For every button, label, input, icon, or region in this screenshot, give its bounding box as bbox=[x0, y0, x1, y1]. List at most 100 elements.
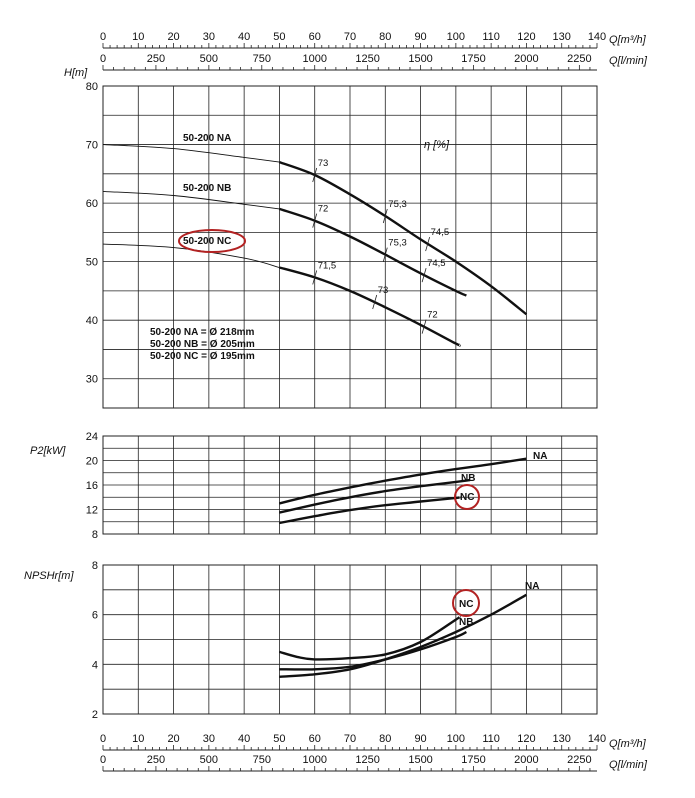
efficiency-label: 74,5 bbox=[431, 227, 450, 238]
bottom-m3h-tick-label: 50 bbox=[273, 733, 285, 745]
bottom-lmin-tick-label: 750 bbox=[253, 754, 271, 766]
diameter-na: 50-200 NA = Ø 218mm bbox=[150, 327, 255, 338]
npsh-tick-label: 8 bbox=[92, 560, 98, 572]
bottom-q-axes: 0 10 20 30 40 50 60 70 80 90 100 110 120 130 140 0 250 50… bbox=[100, 733, 606, 772]
efficiency-mark bbox=[312, 270, 318, 285]
p2-axis-label: P2[kW] bbox=[30, 445, 66, 457]
bottom-m3h-tick-label: 0 bbox=[100, 733, 106, 745]
h-tick-label: 50 bbox=[86, 257, 98, 269]
npsh-axis-label: NPSHr[m] bbox=[24, 570, 74, 582]
top-m3h-tick-label: 130 bbox=[553, 31, 571, 43]
top-lmin-tick-label: 1250 bbox=[355, 53, 379, 65]
npsh-nc-highlight-circle bbox=[452, 589, 480, 617]
efficiency-mark bbox=[312, 213, 318, 228]
bottom-m3h-tick-label: 140 bbox=[588, 733, 606, 745]
bottom-m3h-tick-label: 70 bbox=[344, 733, 356, 745]
top-m3h-tick-label: 0 bbox=[100, 31, 106, 43]
nc-highlight-ellipse bbox=[178, 229, 246, 253]
label-na: 50-200 NA bbox=[183, 133, 231, 144]
top-lmin-tick-label: 1500 bbox=[408, 53, 432, 65]
efficiency-mark bbox=[312, 167, 318, 183]
efficiency-mark bbox=[382, 208, 388, 224]
h-tick-label: 80 bbox=[86, 81, 98, 93]
bottom-lmin-tick-label: 2250 bbox=[567, 754, 591, 766]
bottom-m3h-tick-label: 60 bbox=[309, 733, 321, 745]
h-curve-thin-1 bbox=[102, 190, 280, 210]
h-curve-1 bbox=[279, 207, 467, 297]
bottom-m3h-tick-label: 100 bbox=[447, 733, 465, 745]
top-m3h-tick-label: 20 bbox=[167, 31, 179, 43]
top-m3h-tick-label: 90 bbox=[414, 31, 426, 43]
efficiency-label: 73 bbox=[378, 285, 389, 296]
npsh-tick-label: 2 bbox=[92, 709, 98, 721]
top-lmin-tick-label: 0 bbox=[100, 53, 106, 65]
top-lmin-tick-label: 1750 bbox=[461, 53, 485, 65]
bottom-m3h-tick-label: 30 bbox=[203, 733, 215, 745]
top-m3h-tick-label: 100 bbox=[447, 31, 465, 43]
top-q-axes: 0 10 20 30 40 50 60 70 80 90 100 110 120 130 140 0 250 50… bbox=[100, 31, 606, 71]
p2-label-na: NA bbox=[533, 451, 547, 462]
bottom-q-lmin-unit: Q[l/min] bbox=[609, 759, 648, 771]
top-q-m3h-unit: Q[m³/h] bbox=[609, 34, 647, 46]
bottom-m3h-tick-label: 110 bbox=[482, 733, 500, 745]
top-lmin-tick-label: 2250 bbox=[567, 53, 591, 65]
npsh-panel: 8 6 4 2 bbox=[92, 560, 598, 721]
npsh-tick-label: 4 bbox=[92, 659, 98, 671]
h-curve-thin-0 bbox=[102, 144, 280, 163]
top-m3h-tick-label: 120 bbox=[517, 31, 535, 43]
npsh-label-na: NA bbox=[525, 581, 539, 592]
eta-label: η [%] bbox=[424, 139, 450, 151]
top-lmin-tick-label: 500 bbox=[200, 53, 218, 65]
h-tick-label: 30 bbox=[86, 374, 98, 386]
bottom-lmin-tick-label: 0 bbox=[100, 754, 106, 766]
h-tick-label: 60 bbox=[86, 198, 98, 210]
top-lmin-tick-label: 1000 bbox=[302, 53, 326, 65]
label-nc: 50-200 NC bbox=[183, 236, 231, 247]
npsh-tick-label: 6 bbox=[92, 610, 98, 622]
top-m3h-tick-label: 70 bbox=[344, 31, 356, 43]
p2-curve-0 bbox=[279, 457, 527, 505]
efficiency-mark bbox=[421, 319, 427, 334]
efficiency-mark bbox=[421, 267, 427, 283]
top-lmin-tick-label: 2000 bbox=[514, 53, 538, 65]
bottom-lmin-tick-label: 250 bbox=[147, 754, 165, 766]
efficiency-label: 74,5 bbox=[427, 258, 446, 269]
p2-tick-label: 8 bbox=[92, 529, 98, 541]
bottom-m3h-tick-label: 40 bbox=[238, 733, 250, 745]
efficiency-label: 72 bbox=[427, 310, 438, 321]
bottom-m3h-tick-label: 130 bbox=[553, 733, 571, 745]
h-curve-0 bbox=[278, 160, 528, 316]
h-tick-label: 70 bbox=[86, 140, 98, 152]
p2-nc-highlight-circle bbox=[454, 484, 480, 510]
head-panel: 80 70 60 50 40 30 73 75,3 74,5 72 75,3 74,5 71,5 73 72 bbox=[86, 81, 598, 409]
top-m3h-tick-label: 140 bbox=[588, 31, 606, 43]
label-nb: 50-200 NB bbox=[183, 183, 231, 194]
bottom-lmin-tick-label: 500 bbox=[200, 754, 218, 766]
top-lmin-tick-label: 750 bbox=[253, 53, 271, 65]
efficiency-mark bbox=[425, 236, 431, 252]
top-m3h-tick-label: 80 bbox=[379, 31, 391, 43]
npsh-curve-1 bbox=[279, 630, 467, 671]
npsh-label-nc: NC bbox=[459, 599, 473, 610]
efficiency-mark bbox=[382, 247, 388, 262]
p2-curve-2 bbox=[279, 496, 462, 525]
efficiency-label: 75,3 bbox=[388, 199, 407, 210]
top-m3h-tick-label: 110 bbox=[482, 31, 500, 43]
bottom-lmin-tick-label: 1750 bbox=[461, 754, 485, 766]
h-axis-label: H[m] bbox=[64, 67, 88, 79]
efficiency-label: 72 bbox=[318, 204, 329, 215]
bottom-lmin-tick-label: 1500 bbox=[408, 754, 432, 766]
efficiency-label: 75,3 bbox=[388, 238, 407, 249]
p2-label-nc: NC bbox=[460, 492, 474, 503]
bottom-lmin-tick-label: 1250 bbox=[355, 754, 379, 766]
efficiency-label: 73 bbox=[318, 158, 329, 169]
bottom-q-m3h-unit: Q[m³/h] bbox=[609, 738, 647, 750]
diameter-nc: 50-200 NC = Ø 195mm bbox=[150, 351, 255, 362]
p2-tick-label: 16 bbox=[86, 480, 98, 492]
top-m3h-tick-label: 30 bbox=[203, 31, 215, 43]
bottom-lmin-tick-label: 2000 bbox=[514, 754, 538, 766]
bottom-m3h-tick-label: 120 bbox=[517, 733, 535, 745]
p2-tick-label: 20 bbox=[86, 456, 98, 468]
efficiency-mark bbox=[372, 294, 378, 310]
